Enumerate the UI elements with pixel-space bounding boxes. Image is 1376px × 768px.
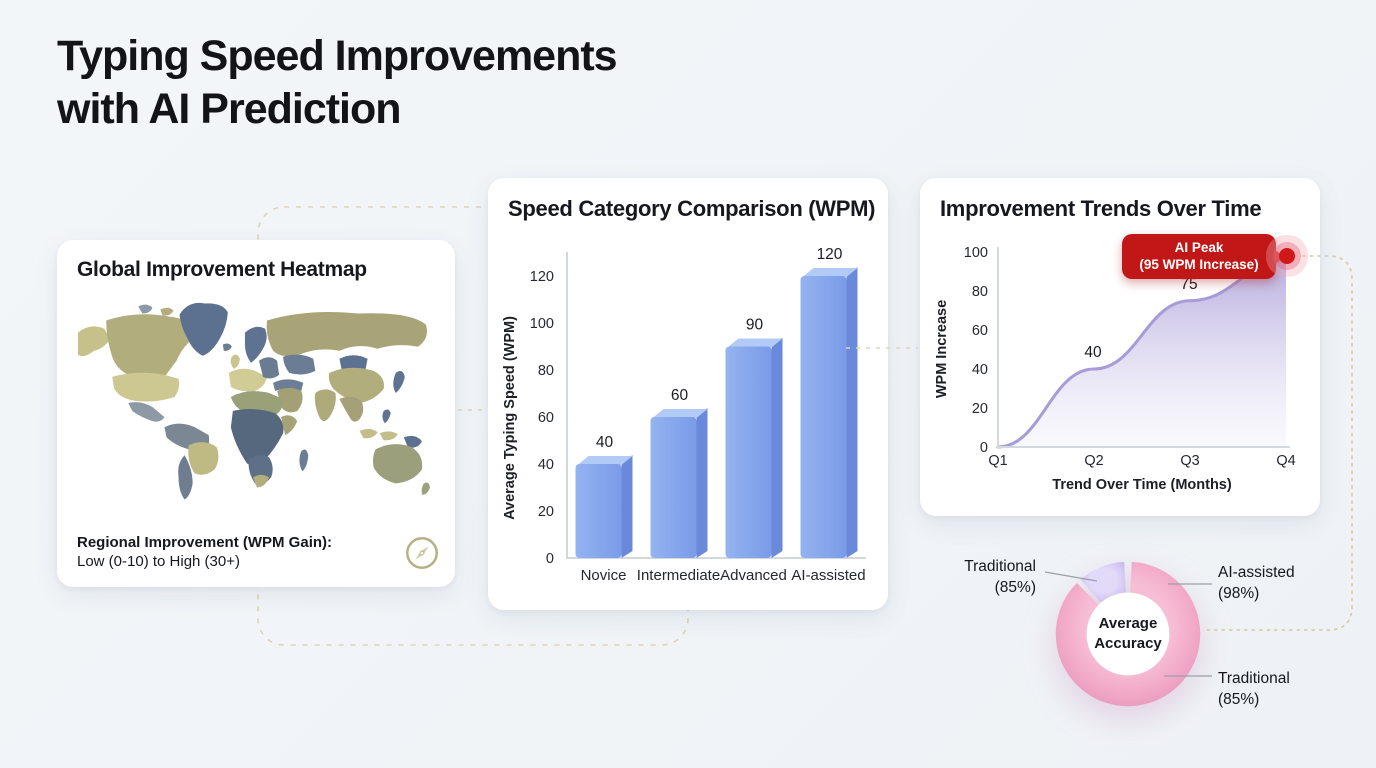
svg-text:80: 80 [538, 363, 554, 379]
svg-text:40: 40 [1084, 344, 1102, 361]
heatmap-card: Global Improvement Heatmap [57, 240, 455, 587]
world-map [78, 302, 430, 500]
heatmap-legend-range: Low (0-10) to High (30+) [77, 553, 240, 570]
bar-chart-card: Speed Category Comparison (WPM) 0 20 40 60 8… [488, 178, 888, 610]
svg-text:60: 60 [972, 323, 988, 339]
svg-text:40: 40 [596, 434, 614, 451]
donut-center-label: Average Accuracy [1094, 615, 1162, 652]
svg-text:Q4: Q4 [1276, 453, 1295, 469]
svg-text:60: 60 [671, 387, 689, 404]
donut-rings [1055, 561, 1201, 707]
ai-peak-line2: (95 WPM Increase) [1139, 257, 1259, 272]
svg-text:0: 0 [546, 551, 554, 567]
svg-text:WPM Increase: WPM Increase [934, 300, 950, 398]
svg-text:Advanced: Advanced [720, 567, 787, 584]
donut-callout-traditional-bottom: Traditional (85%) [1218, 670, 1290, 708]
svg-text:Average Typing Speed (WPM): Average Typing Speed (WPM) [502, 316, 518, 520]
svg-text:120: 120 [817, 246, 843, 263]
page-title: Typing Speed Improvements with AI Predic… [57, 30, 618, 136]
svg-text:Q3: Q3 [1180, 453, 1199, 469]
bar-chart: 0 20 40 60 80 100 120 40 Novice 60 Intermediate 90 A… [502, 246, 866, 584]
heatmap-legend: Regional Improvement (WPM Gain): Low (0-… [77, 533, 332, 571]
page-title-line1: Typing Speed Improvements [57, 32, 618, 80]
svg-text:20: 20 [972, 401, 988, 417]
svg-text:Intermediate: Intermediate [637, 567, 720, 584]
svg-text:Novice: Novice [581, 567, 627, 584]
svg-text:100: 100 [530, 316, 554, 332]
svg-text:Q1: Q1 [988, 453, 1007, 469]
page-title-line2: with AI Prediction [57, 85, 402, 133]
svg-text:0: 0 [980, 440, 988, 456]
peak-marker [1279, 248, 1295, 264]
bar-chart-title: Speed Category Comparison (WPM) [508, 196, 876, 221]
svg-text:40: 40 [972, 362, 988, 378]
trend-chart-title: Improvement Trends Over Time [940, 196, 1262, 221]
compass-icon [406, 537, 438, 569]
svg-text:Trend Over Time (Months): Trend Over Time (Months) [1052, 477, 1232, 493]
svg-text:100: 100 [964, 245, 988, 261]
svg-text:120: 120 [530, 269, 554, 285]
ai-peak-annotation: AI Peak (95 WPM Increase) [1122, 234, 1285, 279]
svg-text:75: 75 [1180, 276, 1197, 293]
heatmap-legend-title: Regional Improvement (WPM Gain): [77, 534, 333, 551]
svg-text:90: 90 [746, 317, 764, 334]
svg-text:80: 80 [972, 284, 988, 300]
ai-peak-line1: AI Peak [1174, 240, 1224, 255]
donut-callout-traditional-left: Traditional (85%) [964, 558, 1036, 596]
svg-text:Q2: Q2 [1084, 453, 1103, 469]
svg-text:20: 20 [538, 504, 554, 520]
trend-chart-card: Improvement Trends Over Time 0 20 40 60 80 10… [920, 178, 1320, 516]
donut-chart [1052, 558, 1204, 710]
svg-text:AI-assisted: AI-assisted [791, 567, 865, 584]
heatmap-card-title: Global Improvement Heatmap [77, 258, 367, 281]
svg-text:60: 60 [538, 410, 554, 426]
svg-text:40: 40 [538, 457, 554, 473]
donut-callout-ai-assisted: AI-assisted (98%) [1218, 564, 1295, 602]
